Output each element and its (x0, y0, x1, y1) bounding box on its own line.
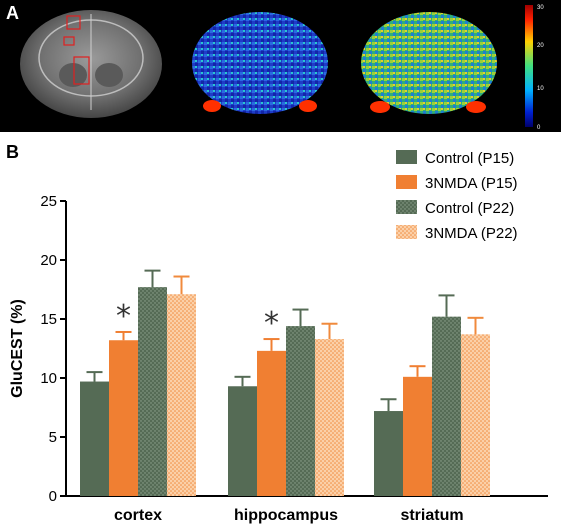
bar-striatum-3nmda-p15 (403, 376, 432, 496)
y-tick-label: 20 (40, 252, 57, 269)
colorbar (525, 5, 533, 127)
bar-hippocampus-3nmda-p22 (315, 339, 344, 496)
legend-swatch (396, 200, 417, 214)
bar-hippocampus-3nmda-p15 (257, 350, 286, 496)
y-tick-label: 25 (40, 193, 57, 210)
legend-label: 3NMDA (P15) (425, 175, 518, 192)
bar-cortex-3nmda-p15 (109, 340, 138, 496)
x-category-label: hippocampus (234, 507, 338, 524)
bar-cortex-3nmda-p22 (167, 294, 196, 496)
bar-hippocampus-control-p22 (286, 326, 315, 496)
bar-striatum-control-p15 (374, 411, 403, 496)
glucest-map-p22 (361, 12, 497, 114)
panel-a-label: A (6, 3, 19, 23)
colorbar-tick: 10 (537, 86, 544, 92)
roi-cortex-box (66, 15, 81, 30)
mri-brain-slice (20, 10, 162, 118)
significance-star: * (116, 299, 131, 334)
glucest-map-p15 (192, 12, 328, 114)
colorbar-tick: 0 (537, 125, 541, 131)
glucest-bar-chart: 0 5 10 15 20 25 GluCEST (%) cortex hippocampus st… (9, 150, 548, 524)
bar-striatum-control-p22 (432, 316, 461, 496)
x-category-label: striatum (400, 507, 463, 524)
colorbar-tick: 30 (537, 5, 544, 11)
significance-star: * (264, 306, 279, 341)
legend-label: Control (P15) (425, 150, 514, 167)
y-axis-title: GluCEST (%) (9, 299, 26, 398)
legend-label: 3NMDA (P22) (425, 225, 518, 242)
roi-striatum-box (73, 56, 90, 85)
bar-hippocampus-control-p15 (228, 386, 257, 496)
x-category-label: cortex (114, 507, 162, 524)
legend-swatch (396, 150, 417, 164)
roi-hippocampus-box (63, 36, 75, 46)
y-tick-label: 15 (40, 311, 57, 328)
brain-images: 30 20 10 0 (20, 5, 544, 131)
legend-label: Control (P22) (425, 200, 514, 217)
y-tick-label: 0 (49, 488, 57, 505)
bar-cortex-control-p22 (138, 287, 167, 496)
brain-image-panel: 30 20 10 0 A (0, 0, 561, 132)
y-tick-label: 5 (49, 429, 57, 446)
legend-swatch (396, 225, 417, 239)
bar-striatum-3nmda-p22 (461, 334, 490, 496)
legend-swatch (396, 175, 417, 189)
panel-b-label: B (6, 142, 19, 162)
colorbar-tick: 20 (537, 43, 544, 49)
bar-cortex-control-p15 (80, 381, 109, 496)
y-tick-label: 10 (40, 370, 57, 387)
